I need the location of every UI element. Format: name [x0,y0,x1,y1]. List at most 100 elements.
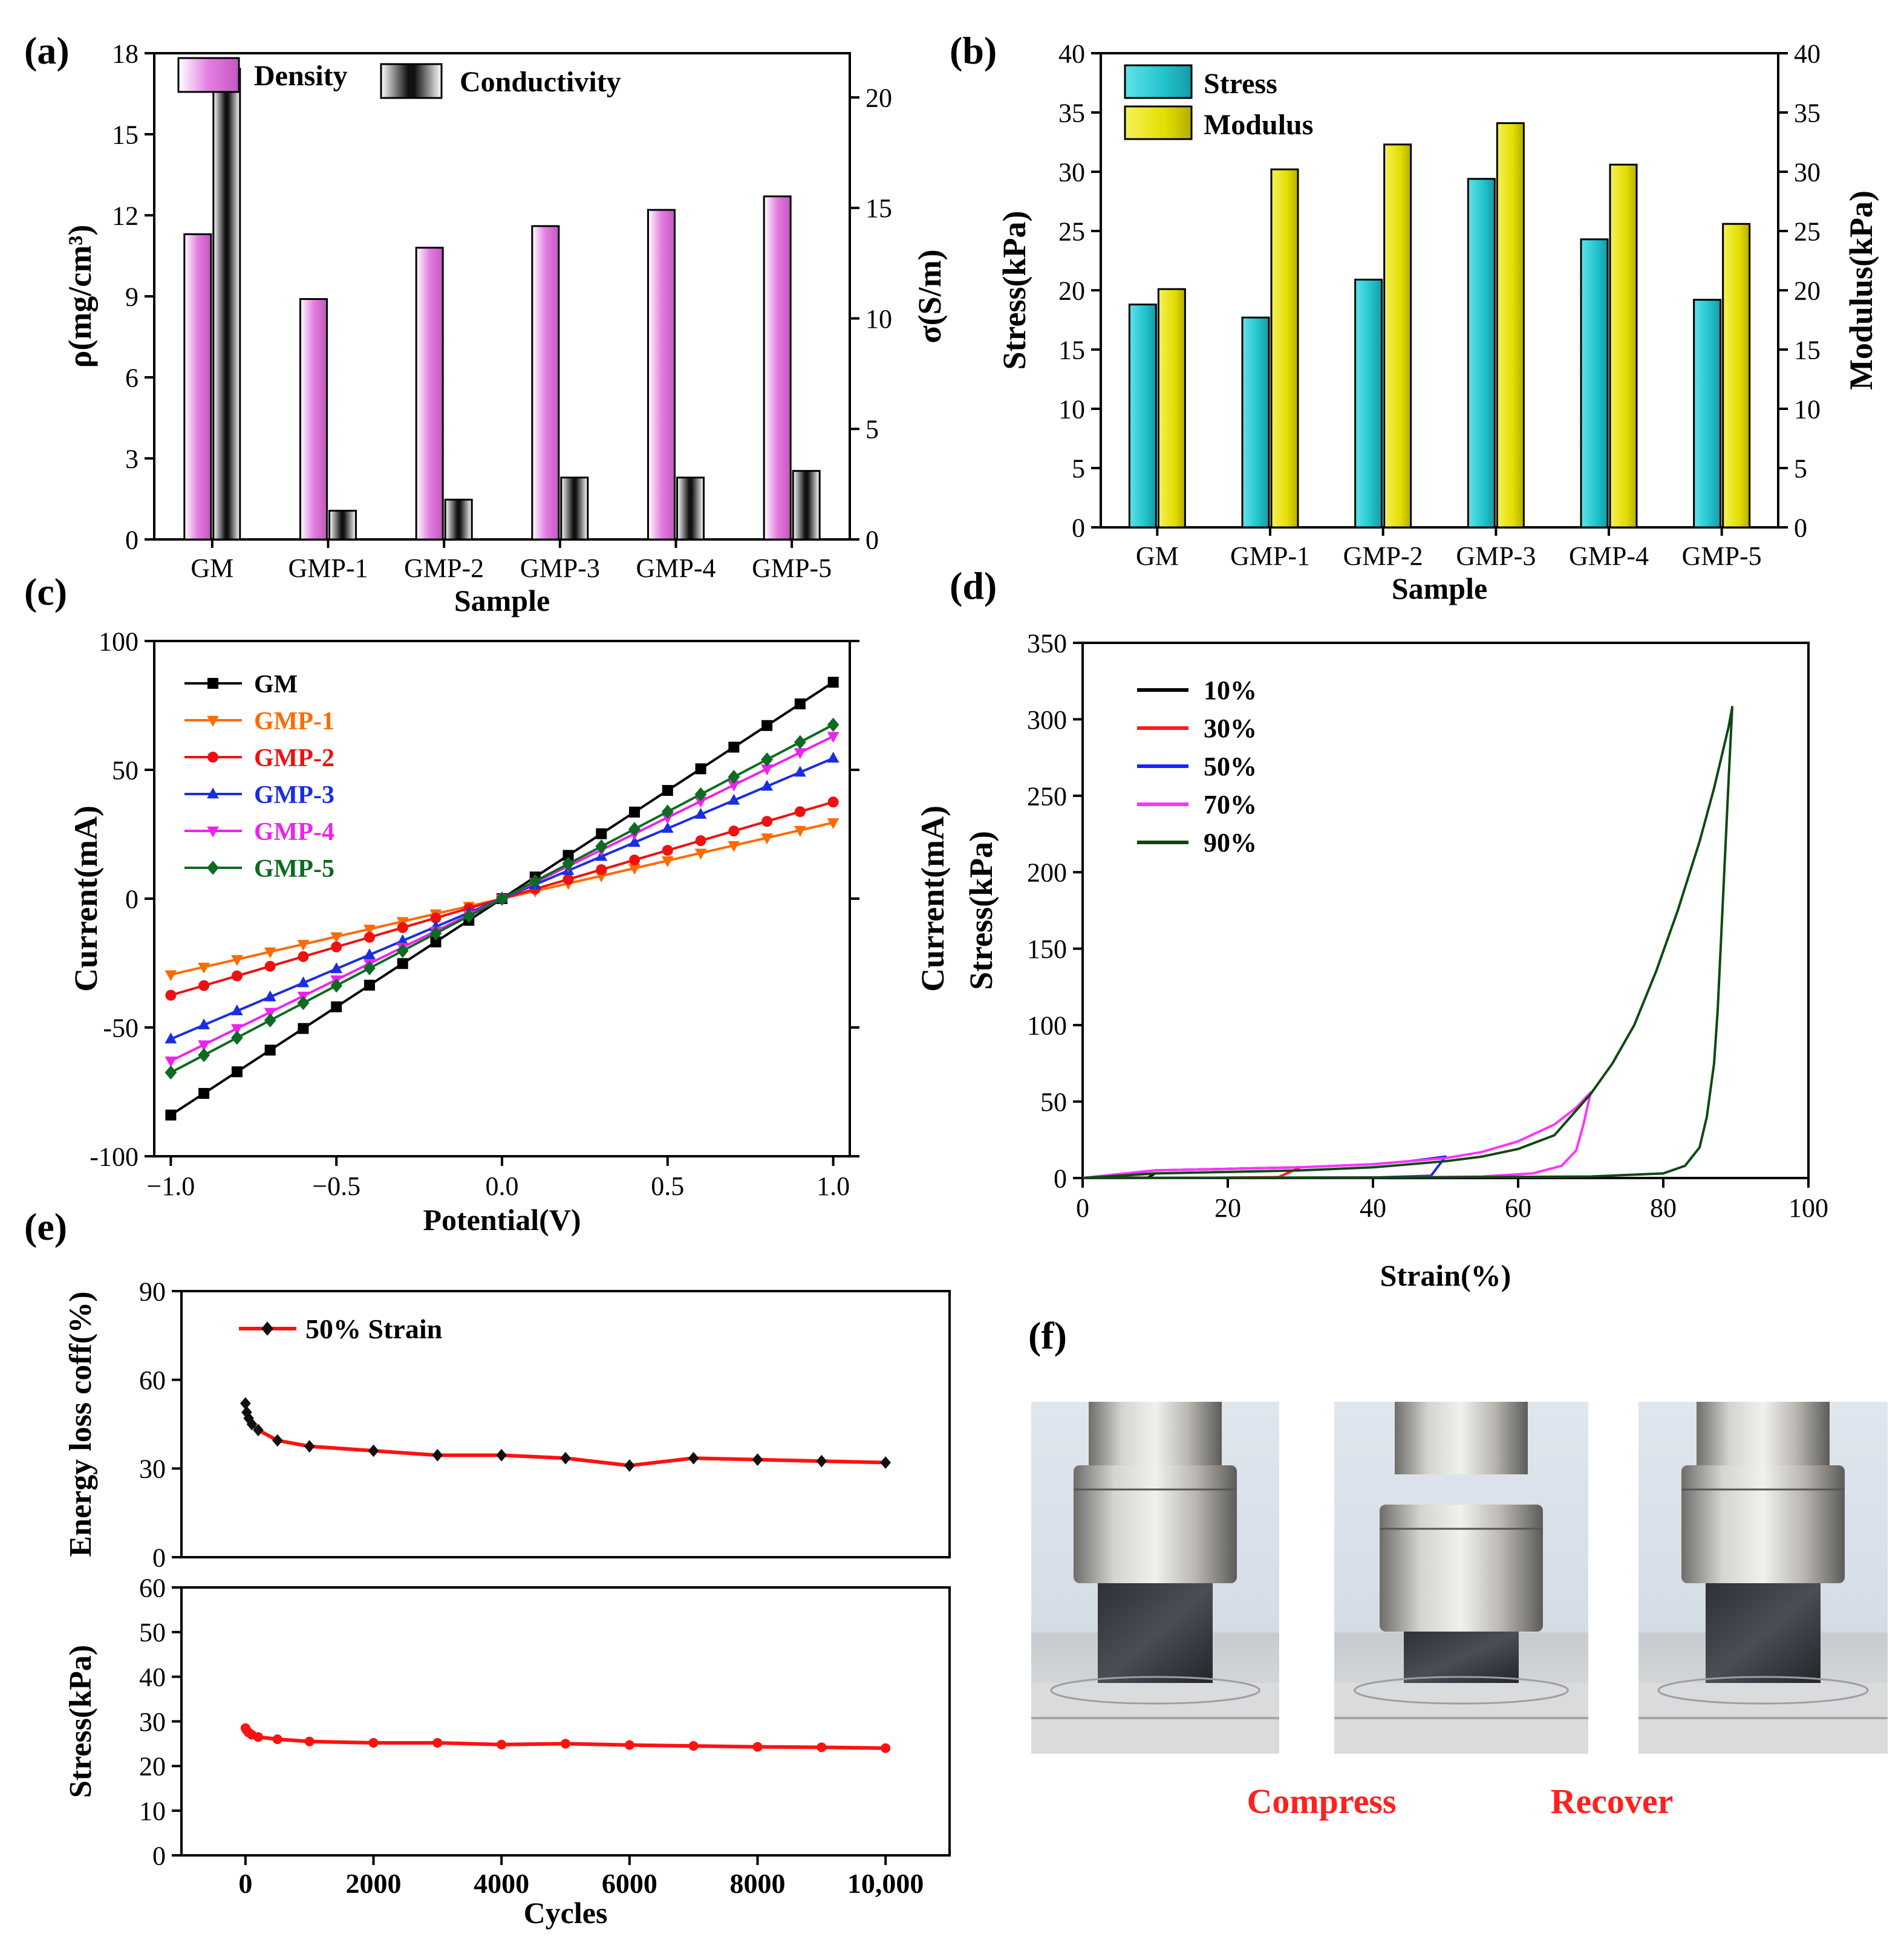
chart-b-y2tick-label: 20 [1794,276,1821,305]
point-GM [430,936,442,948]
chart-b-ytick-label: 15 [1058,335,1085,365]
legend-marker-50-strain [261,1321,273,1336]
chart-e1-point [240,1397,251,1410]
point-GMP-1 [231,955,243,966]
chart-a-y2tick-label: 20 [866,83,892,112]
chart-e2-point [688,1741,699,1751]
point-GMP-5 [761,752,773,767]
legend-swatch-conductivity [380,63,443,99]
chart-e1-point [496,1448,507,1462]
point-GMP-2 [364,931,375,943]
point-GMP-3 [297,976,310,988]
point-GMP-2 [298,951,309,962]
point-GMP-4 [761,764,773,776]
legend-marker-GMP-1 [207,715,219,727]
point-GMP-1 [595,871,608,883]
chart-d-ytick-label: 100 [1027,1011,1067,1041]
bar-modulus-GMP-1 [1270,168,1299,529]
legend-marker-GMP-4 [207,826,219,838]
piston-collar [1380,1505,1543,1632]
point-GMP-2 [264,960,276,972]
chart-b-xtick-label: GMP-4 [1569,541,1649,571]
point-GMP-5 [562,856,575,871]
chart-e1-ytick-label: 30 [139,1454,166,1484]
point-GMP-2 [794,806,806,818]
base-ring [1050,1676,1260,1705]
chart-c-xtick-label: −0.5 [312,1171,360,1201]
point-GMP-3 [165,1032,177,1044]
bar-density-GMP-3 [531,225,560,541]
chart-d-frame [1081,642,1810,1179]
chart-c-xtick-label: 0.5 [651,1171,684,1201]
point-GM [827,677,839,688]
point-GMP-5 [231,1030,243,1045]
chart-e1-point [241,1406,252,1419]
point-GMP-2 [761,816,773,827]
chart-e1-point [624,1459,635,1472]
chart-a-y2tick-label: 10 [866,304,892,334]
chart-a-ytick-label: 12 [112,201,139,230]
point-GM [761,720,773,731]
chart-b-y2tick-label: 15 [1794,335,1821,365]
chart-b-y2label: Modulus(kPa) [1843,190,1879,390]
chart-b-stress-modulus: 0 5 10 15 20 25 30 35 40 0 5 10 15 20 25 30 35 40 GM GMP-1 G… [996,39,1879,605]
point-GMP-3 [661,822,674,833]
chart-b-ytick-label: 30 [1058,157,1085,187]
point-GM [331,1001,342,1012]
chart-b-xlabel: Sample [1392,571,1487,605]
chart-a-xtick-label: GMP-2 [404,553,484,583]
point-GM [794,698,806,709]
chart-e2-point [272,1734,282,1745]
chart-a-xtick-label: GMP-3 [520,553,600,583]
point-GMP-2 [596,864,607,876]
bar-conductivity-GMP-2 [444,498,473,541]
point-GMP-1 [330,932,343,943]
chart-d-ylabel: Stress(kPa) [963,831,999,990]
photo-2 [1334,1402,1588,1754]
legend-swatch-modulus [1124,105,1193,140]
chart-e1-point [243,1411,254,1425]
point-GMP-5 [529,874,541,888]
legend-marker-GMP-2 [207,752,218,763]
point-GM [364,980,375,991]
chart-d-ytick-label: 300 [1027,705,1067,735]
chart-b-frame [1100,52,1779,529]
point-GMP-2 [430,912,442,923]
chart-e1-point [688,1451,699,1465]
point-GMP-3 [264,990,276,1001]
chart-e1-point [752,1453,763,1466]
chart-e2-ytick-label: 0 [152,1841,166,1870]
legend-marker-GMP-3 [207,787,219,799]
point-GMP-5 [396,943,409,958]
point-GMP-3 [330,962,343,974]
chart-d-xtick-label: 80 [1650,1193,1677,1223]
point-GMP-5 [694,787,707,802]
chart-c-ytick-label: 50 [112,755,139,785]
chart-b-ytick-label: 5 [1072,454,1085,483]
point-GMP-2 [231,970,243,981]
chart-e2-point [253,1732,263,1742]
chart-b-xtick-label: GMP-3 [1456,541,1536,571]
point-GMP-5 [728,770,740,784]
piston-collar [1681,1465,1845,1583]
chart-e2-point [881,1743,891,1753]
point-GM [629,806,641,818]
bar-modulus-GMP-2 [1383,143,1412,529]
panel-f-photos [1031,1402,1888,1754]
chart-b-ytick-label: 35 [1058,98,1085,128]
chart-d-xtick-label: 0 [1076,1193,1089,1223]
foam-sample [1706,1583,1821,1683]
bar-stress-GMP-1 [1241,316,1270,529]
chart-b-y2tick-label: 40 [1794,39,1821,68]
chart-c-xlabel: Potential(V) [423,1203,581,1237]
chart-e2-xtick-label: 10,000 [847,1868,924,1899]
bar-modulus-GMP-5 [1722,223,1751,529]
legend-label-GMP-2: GMP-2 [254,744,334,772]
bar-stress-GM [1128,304,1157,529]
bar-stress-GMP-3 [1467,178,1496,529]
legend-swatch-stress [1124,64,1193,99]
chart-b-ytick-label: 20 [1058,276,1085,305]
point-GMP-3 [728,793,740,805]
chart-e2-point [497,1739,507,1750]
chart-e1-ytick-label: 90 [139,1277,166,1306]
